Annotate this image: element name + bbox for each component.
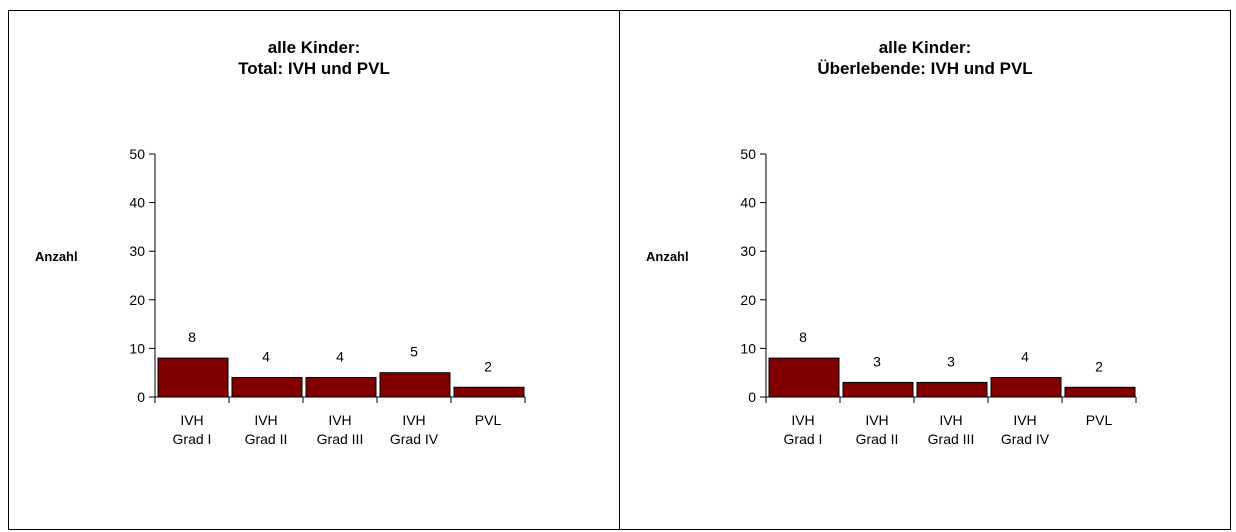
x-tick-label: PVL — [475, 412, 502, 428]
y-tick-label: 0 — [137, 389, 145, 405]
x-tick-label: IVH — [939, 412, 962, 428]
bar — [990, 377, 1062, 398]
x-tick-label: IVH — [865, 412, 888, 428]
data-label: 3 — [873, 353, 881, 369]
data-label: 8 — [799, 329, 807, 345]
x-tick-label: IVH — [402, 412, 425, 428]
x-tick-label: Grad IV — [1001, 431, 1050, 447]
x-tick-label: IVH — [1013, 412, 1036, 428]
y-tick-label: 40 — [129, 195, 145, 211]
data-label: 8 — [188, 329, 196, 345]
x-tick-label: IVH — [254, 412, 277, 428]
bar-chart-plot: 0 10 20 30 40 50 8 IVH Grad I 4 IVH Grad II 4 IVH Grad… — [129, 146, 526, 447]
data-label: 2 — [484, 358, 492, 374]
x-tick-label: Grad I — [173, 431, 212, 447]
y-tick-label: 40 — [740, 195, 756, 211]
y-tick-label: 50 — [740, 146, 756, 162]
data-label: 4 — [262, 349, 270, 365]
data-label: 4 — [336, 349, 344, 365]
data-label: 5 — [410, 344, 418, 360]
chart-panel-survivors: alle Kinder: Überlebende: IVH und PVL An… — [619, 10, 1231, 530]
y-axis-label: Anzahl — [646, 249, 689, 264]
bar — [157, 357, 229, 398]
chart-title-line-2: Total: IVH und PVL — [238, 59, 390, 78]
y-tick-label: 10 — [740, 340, 756, 356]
bar — [842, 381, 914, 398]
data-label: 4 — [1021, 349, 1029, 365]
bar-chart-plot: 0 10 20 30 40 50 8 IVH Grad I 3 IVH Grad II 3 IVH Grad… — [740, 146, 1137, 447]
bar — [453, 386, 525, 398]
y-tick-label: 20 — [129, 292, 145, 308]
x-tick-label: Grad I — [784, 431, 823, 447]
chart-title-line-1: alle Kinder: — [878, 38, 972, 57]
y-tick-label: 0 — [748, 389, 756, 405]
x-tick-label: Grad III — [317, 431, 364, 447]
y-tick-label: 50 — [129, 146, 145, 162]
x-tick-label: IVH — [180, 412, 203, 428]
y-tick-label: 30 — [740, 243, 756, 259]
x-tick-label: PVL — [1086, 412, 1113, 428]
y-tick-label: 20 — [740, 292, 756, 308]
bar — [305, 377, 377, 398]
y-axis-label: Anzahl — [35, 249, 78, 264]
chart-panel-total: alle Kinder: Total: IVH und PVL Anzahl 0… — [8, 10, 620, 530]
bar — [1064, 386, 1136, 398]
bar — [768, 357, 840, 398]
x-tick-label: Grad II — [856, 431, 899, 447]
data-label: 3 — [947, 353, 955, 369]
bar — [916, 381, 988, 398]
y-tick-label: 10 — [129, 340, 145, 356]
chart-title: alle Kinder: Überlebende: IVH und PVL — [620, 37, 1230, 79]
chart-title: alle Kinder: Total: IVH und PVL — [9, 37, 619, 79]
x-tick-label: Grad III — [928, 431, 975, 447]
bar — [379, 372, 451, 398]
chart-title-line-1: alle Kinder: — [267, 38, 361, 57]
x-tick-label: IVH — [328, 412, 351, 428]
x-tick-label: Grad II — [245, 431, 288, 447]
y-tick-label: 30 — [129, 243, 145, 259]
data-label: 2 — [1095, 358, 1103, 374]
bar — [231, 377, 303, 398]
chart-title-line-2: Überlebende: IVH und PVL — [817, 59, 1033, 78]
x-tick-label: Grad IV — [390, 431, 439, 447]
x-tick-label: IVH — [791, 412, 814, 428]
